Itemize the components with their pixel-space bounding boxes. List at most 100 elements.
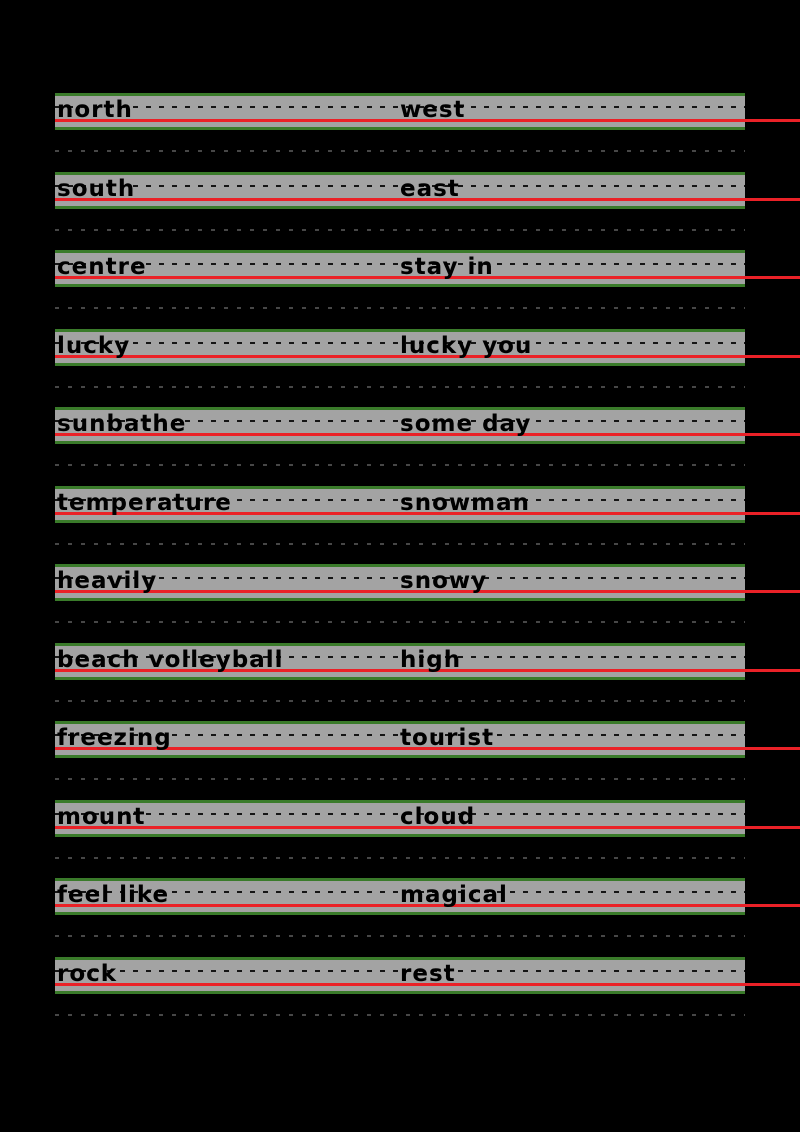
midline-dashed-guide xyxy=(55,263,745,265)
word-left-column: sunbathe xyxy=(57,411,187,437)
top-guide-line xyxy=(55,93,745,96)
practice-row: temperature snowman xyxy=(0,485,800,565)
guide-band: mount cloud xyxy=(55,799,800,837)
word-left-column: rock xyxy=(57,960,118,987)
practice-dashed-line xyxy=(55,621,745,623)
word-left-column: heavily xyxy=(57,568,158,594)
word-right-column: rest xyxy=(400,960,456,987)
baseline-red-line xyxy=(55,590,800,593)
practice-row: feel like magical xyxy=(0,878,800,957)
word-right-column: cloud xyxy=(400,803,476,830)
bottom-guide-line xyxy=(55,205,745,209)
guide-band: rock rest xyxy=(55,956,800,994)
guide-band: heavily snowy xyxy=(55,564,800,601)
word-right-column: stay in xyxy=(400,254,494,280)
guide-band: north west xyxy=(55,93,800,130)
practice-row: beach volleyball high xyxy=(0,642,800,722)
top-guide-line xyxy=(55,799,745,803)
midline-dashed-guide xyxy=(55,420,745,422)
practice-dashed-line xyxy=(55,778,745,780)
practice-dashed-line xyxy=(55,699,745,702)
word-left-column: north xyxy=(57,97,133,123)
midline-dashed-guide xyxy=(55,734,745,736)
bottom-guide-line xyxy=(55,990,745,994)
midline-dashed-guide xyxy=(55,498,745,501)
practice-dashed-line xyxy=(55,1013,745,1016)
practice-row: lucky lucky you xyxy=(0,328,800,408)
midline-dashed-guide xyxy=(55,577,745,579)
guide-band: feel like magical xyxy=(55,878,800,915)
practice-row: freezing tourist xyxy=(0,721,800,800)
midline-dashed-guide xyxy=(55,812,745,815)
top-guide-line xyxy=(55,171,745,175)
top-guide-line xyxy=(55,564,745,567)
bottom-guide-line xyxy=(55,833,745,837)
baseline-red-line xyxy=(55,904,800,907)
bottom-guide-line xyxy=(55,284,745,287)
practice-row: heavily snowy xyxy=(0,564,800,643)
bottom-guide-line xyxy=(55,912,745,915)
practice-row: sunbathe some day xyxy=(0,407,800,486)
midline-dashed-guide xyxy=(55,341,745,344)
guide-band: temperature snowman xyxy=(55,485,800,523)
word-left-column: freezing xyxy=(57,725,172,751)
top-guide-line xyxy=(55,485,745,489)
word-left-column: beach volleyball xyxy=(57,646,284,673)
practice-dashed-line xyxy=(55,307,745,309)
word-right-column: magical xyxy=(400,882,508,908)
midline-dashed-guide xyxy=(55,891,745,893)
word-right-column: some day xyxy=(400,411,532,437)
baseline-red-line xyxy=(55,825,800,829)
practice-dashed-line xyxy=(55,228,745,231)
bottom-guide-line xyxy=(55,127,745,130)
bottom-guide-line xyxy=(55,676,745,680)
guide-band: lucky lucky you xyxy=(55,328,800,366)
top-guide-line xyxy=(55,407,745,410)
practice-dashed-line xyxy=(55,385,745,388)
practice-dashed-line xyxy=(55,856,745,859)
practice-dashed-line xyxy=(55,935,745,937)
baseline-red-line xyxy=(55,119,800,122)
word-left-column: south xyxy=(57,175,136,202)
baseline-red-line xyxy=(55,354,800,358)
bottom-guide-line xyxy=(55,598,745,601)
midline-dashed-guide xyxy=(55,184,745,187)
word-right-column: high xyxy=(400,646,462,673)
word-left-column: feel like xyxy=(57,882,170,908)
top-guide-line xyxy=(55,642,745,646)
word-right-column: snowman xyxy=(400,489,530,516)
top-guide-line xyxy=(55,956,745,960)
word-right-column: lucky you xyxy=(400,332,533,359)
guide-band: centre stay in xyxy=(55,250,800,287)
practice-row: rock rest xyxy=(0,956,800,1036)
baseline-red-line xyxy=(55,511,800,515)
bottom-guide-line xyxy=(55,441,745,444)
baseline-red-line xyxy=(55,668,800,672)
word-right-column: tourist xyxy=(400,725,495,751)
midline-dashed-guide xyxy=(55,969,745,972)
practice-row: mount cloud xyxy=(0,799,800,879)
bottom-guide-line xyxy=(55,755,745,758)
bottom-guide-line xyxy=(55,519,745,523)
practice-dashed-line xyxy=(55,542,745,545)
guide-band: beach volleyball high xyxy=(55,642,800,680)
word-left-column: lucky xyxy=(57,332,131,359)
baseline-red-line xyxy=(55,433,800,436)
word-right-column: snowy xyxy=(400,568,488,594)
top-guide-line xyxy=(55,250,745,253)
top-guide-line xyxy=(55,721,745,724)
word-left-column: temperature xyxy=(57,489,232,516)
top-guide-line xyxy=(55,878,745,881)
bottom-guide-line xyxy=(55,362,745,366)
word-left-column: mount xyxy=(57,803,146,830)
word-right-column: east xyxy=(400,175,460,202)
practice-row: centre stay in xyxy=(0,250,800,329)
word-left-column: centre xyxy=(57,254,147,280)
baseline-red-line xyxy=(55,747,800,750)
practice-dashed-line xyxy=(55,464,745,466)
baseline-red-line xyxy=(55,982,800,986)
practice-dashed-line xyxy=(55,150,745,152)
midline-dashed-guide xyxy=(55,106,745,108)
practice-row: south east xyxy=(0,171,800,251)
top-guide-line xyxy=(55,328,745,332)
